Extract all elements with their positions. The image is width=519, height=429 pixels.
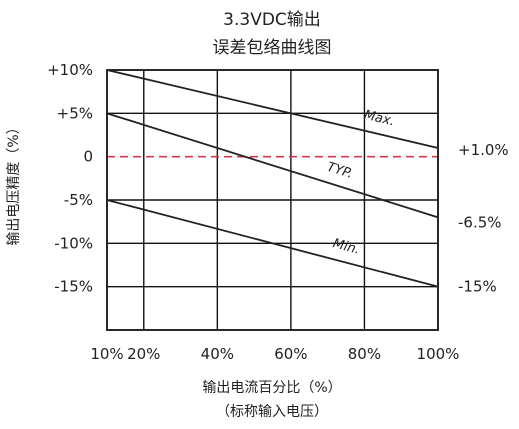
series-line-typ [106,112,439,219]
x-axis-label: 输出电流百分比（%） [202,380,341,396]
y-tick-label: +5% [57,104,93,122]
x-tick-label: 100% [417,345,460,363]
x-tick-label: 80% [348,345,381,363]
chart-title: 3.3VDC输出 [223,10,321,30]
series-label-min: Min. [331,236,361,257]
series-label-typ: TYP. [325,160,354,182]
right-end-label: -6.5% [458,213,502,231]
x-axis-sublabel: （标称输入电压） [216,404,328,420]
y-tick-labels: +10% +5% 0 -5% -10% -15% [47,61,93,296]
chart-subtitle: 误差包络曲线图 [213,38,332,58]
right-end-label: +1.0% [458,141,509,159]
y-tick-label: -10% [54,234,93,252]
right-side-labels: +1.0% -6.5% -15% [458,141,509,296]
series-line-min [106,199,439,288]
y-tick-label: -5% [64,191,93,209]
y-tick-label: 0 [83,148,93,166]
y-tick-label: -15% [54,278,93,296]
x-tick-label: 10% [90,345,123,363]
x-tick-label: 40% [201,345,234,363]
y-tick-label: +10% [47,61,93,79]
x-tick-labels: 10% 20% 40% 60% 80% 100% [90,345,459,363]
series-group [106,69,439,288]
series-line-max [106,69,439,149]
series-annotations: Max. TYP. Min. [325,108,396,258]
right-end-label: -15% [458,278,497,296]
x-tick-label: 20% [127,345,160,363]
y-axis-label: 输出电压精度（%） [6,120,22,245]
series-label-max: Max. [362,108,396,130]
x-tick-label: 60% [274,345,307,363]
